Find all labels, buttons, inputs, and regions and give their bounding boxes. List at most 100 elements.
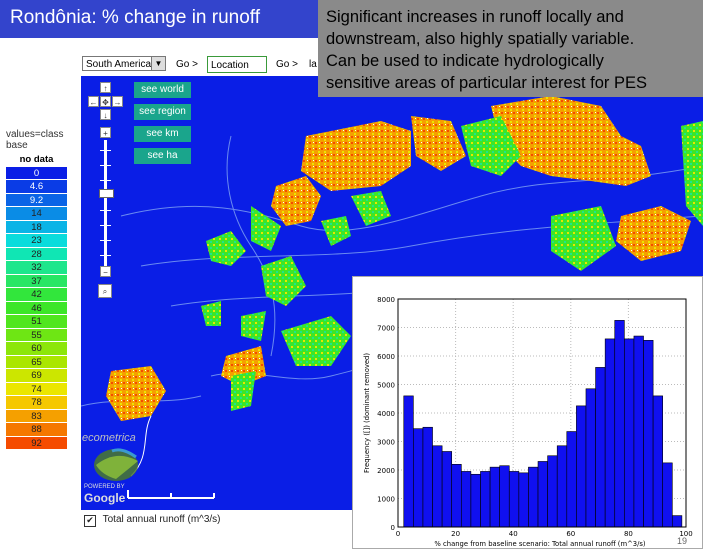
y-tick-label: 4000 — [377, 410, 395, 418]
x-tick-label: 80 — [624, 530, 633, 538]
map-canvas — [81, 96, 703, 507]
y-tick-label: 0 — [391, 524, 395, 532]
zoom-slider-track[interactable] — [104, 140, 107, 268]
histogram-bar — [480, 471, 491, 528]
legend-item: 74 — [6, 382, 67, 396]
region-select-value: South America — [86, 59, 152, 70]
histogram-bar — [470, 473, 481, 528]
callout-line: sensitive areas of particular interest f… — [326, 74, 647, 92]
legend-caption-line: base — [6, 140, 28, 151]
histogram-bar — [671, 515, 683, 528]
histogram-bar — [528, 466, 539, 528]
legend-item: 92 — [6, 436, 67, 450]
legend-caption: values=class base — [6, 129, 64, 151]
pan-center-button[interactable]: ✥ — [100, 96, 111, 107]
y-tick-label: 5000 — [377, 382, 395, 390]
pan-up-button[interactable]: ↑ — [100, 82, 111, 93]
zoom-slider-handle[interactable] — [99, 189, 114, 198]
zoom-out-button[interactable]: − — [100, 266, 111, 277]
zoom-tick — [100, 165, 111, 166]
histogram-bar — [413, 428, 424, 528]
histogram-bar — [489, 466, 500, 528]
histogram-bar — [576, 405, 587, 528]
zoom-in-button[interactable]: + — [100, 127, 111, 138]
plot-frame — [397, 298, 687, 528]
x-tick-label: 60 — [566, 530, 575, 538]
histogram-bar — [547, 455, 558, 528]
callout-line: downstream, also highly spatially variab… — [326, 30, 635, 48]
scale-bar — [127, 490, 215, 499]
zoom-tick — [100, 180, 111, 181]
see-km-button[interactable]: see km — [134, 126, 191, 142]
ecometrica-logo: ecometrica — [82, 432, 136, 444]
location-input[interactable]: Location — [207, 56, 267, 73]
legend-item: 32 — [6, 261, 67, 275]
x-tick-label: 100 — [679, 530, 692, 538]
histogram-bar — [508, 471, 520, 528]
page-number: 19 — [676, 536, 687, 546]
y-tick-label: 7000 — [377, 325, 395, 333]
histogram-bar — [604, 338, 616, 528]
legend-item: 83 — [6, 409, 67, 423]
histogram-bar — [422, 426, 433, 528]
y-axis-label: Frequency ([]) (dominant removed) — [363, 353, 371, 473]
legend-item: 37 — [6, 274, 67, 288]
y-tick-label: 1000 — [377, 496, 395, 504]
see-world-button[interactable]: see world — [134, 82, 191, 98]
legend-caption-line: values=class — [6, 129, 64, 140]
legend-item: 69 — [6, 369, 67, 383]
histogram-bar — [518, 472, 529, 528]
histogram-bar — [461, 471, 472, 528]
chevron-down-icon[interactable]: ▼ — [151, 57, 165, 70]
zoom-tick — [100, 150, 111, 151]
y-tick-label: 6000 — [377, 353, 395, 361]
layer-label: Total annual runoff (m^3/s) — [102, 514, 221, 525]
ecometrica-leaf-icon — [94, 448, 138, 481]
x-tick-label: 0 — [396, 530, 400, 538]
x-tick-label: 40 — [509, 530, 518, 538]
see-region-button[interactable]: see region — [134, 104, 191, 120]
y-tick-label: 8000 — [377, 296, 395, 304]
legend-item: 14 — [6, 207, 67, 221]
legend-item: 0 — [6, 166, 67, 180]
legend-item: 42 — [6, 288, 67, 302]
zoom-tick — [100, 240, 111, 241]
map-legend: no data 0 4.6 9.2 14 18 23 28 32 37 42 46 51 55 60 65 69… — [6, 153, 67, 450]
zoom-tick — [100, 225, 111, 226]
callout-line: Can be used to indicate hydrologically — [326, 52, 604, 70]
x-tick-label: 20 — [451, 530, 460, 538]
histogram-bar — [652, 395, 664, 528]
legend-item: no data — [6, 153, 67, 167]
legend-item: 18 — [6, 220, 67, 234]
zoom-tick — [100, 210, 111, 211]
histogram-bar — [403, 395, 414, 528]
see-ha-button[interactable]: see ha — [134, 148, 191, 164]
histogram-bar — [614, 320, 625, 528]
legend-item: 60 — [6, 342, 67, 356]
pan-right-button[interactable]: → — [112, 96, 123, 107]
y-tick-label: 3000 — [377, 439, 395, 447]
legend-item: 88 — [6, 423, 67, 437]
pan-left-button[interactable]: ← — [88, 96, 99, 107]
legend-item: 28 — [6, 247, 67, 261]
legend-item: 4.6 — [6, 180, 67, 194]
title-bar: Rondônia: % change in runoff — [0, 0, 318, 38]
histogram-panel: 0 1000 2000 3000 4000 5000 6000 7000 8000 0 20 40 60… — [352, 276, 703, 549]
region-select[interactable]: South America ▼ — [82, 56, 166, 71]
legend-item: 65 — [6, 355, 67, 369]
legend-item: 9.2 — [6, 193, 67, 207]
histogram-bar — [662, 462, 673, 528]
histogram-bar — [499, 465, 510, 528]
pan-down-button[interactable]: ↓ — [100, 109, 111, 120]
callout-line: Significant increases in runoff locally … — [326, 8, 624, 26]
go-region-button[interactable]: Go > — [176, 59, 198, 70]
go-location-button[interactable]: Go > — [276, 59, 298, 70]
magnifier-icon[interactable]: ⌕ — [98, 284, 112, 298]
layer-toggle-row[interactable]: ✔ Total annual runoff (m^3/s) — [84, 514, 221, 527]
histogram-bar — [633, 335, 644, 528]
callout-box: Significant increases in runoff locally … — [318, 0, 703, 97]
histogram-chart: 0 1000 2000 3000 4000 5000 6000 7000 8000 0 20 40 60… — [363, 296, 693, 548]
histogram-bar — [556, 445, 568, 528]
histogram-bar — [441, 451, 453, 528]
layer-checkbox[interactable]: ✔ — [84, 515, 96, 527]
